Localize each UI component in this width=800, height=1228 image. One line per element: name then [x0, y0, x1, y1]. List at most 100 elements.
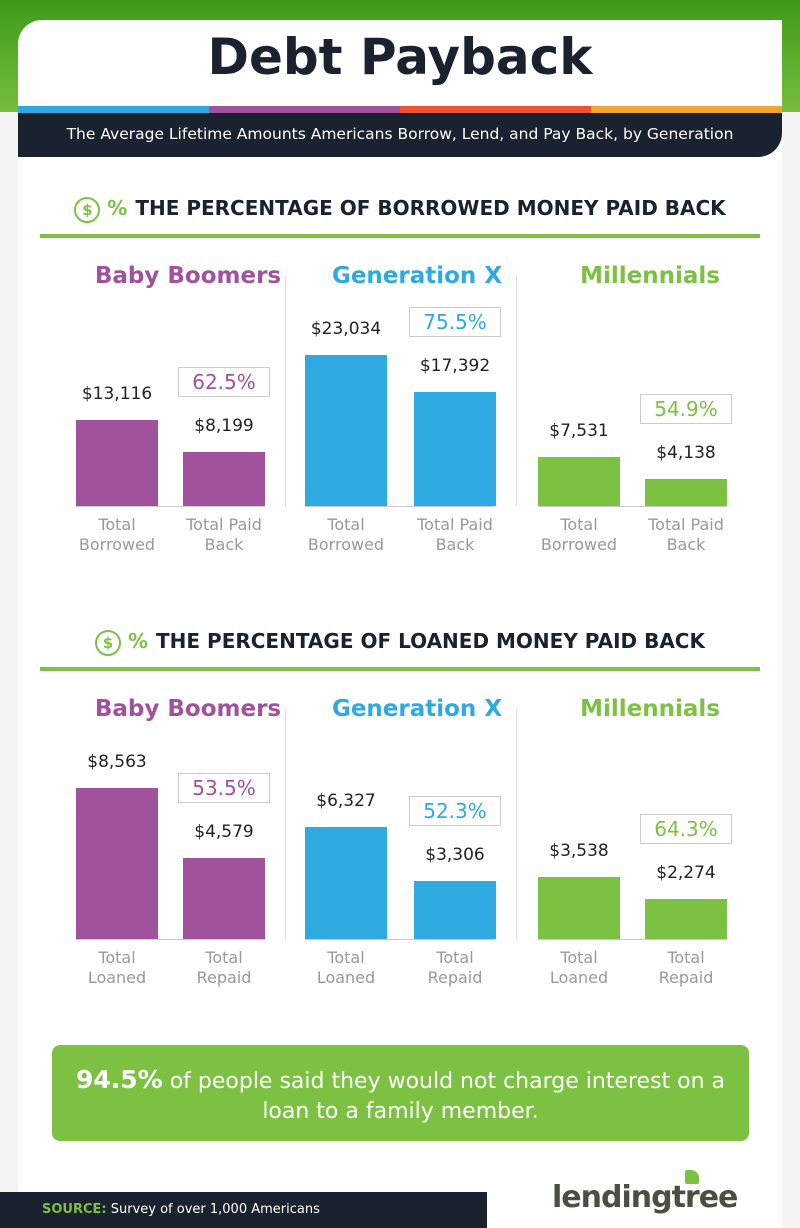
baseline [305, 939, 494, 940]
category-label-line: Total Paid [186, 515, 262, 534]
bar-value-label: $4,138 [656, 442, 716, 463]
bar-value-label: $23,034 [310, 319, 382, 339]
group-name: Generation X [331, 696, 503, 722]
color-stripe [591, 106, 782, 113]
bar-value-label: $8,199 [194, 416, 254, 437]
group-divider [285, 276, 286, 506]
percent-badge: 52.3% [409, 795, 501, 826]
category-label: Total Paid Back [626, 515, 746, 555]
bar-value-label: $6,327 [316, 791, 376, 812]
color-stripe [18, 106, 209, 113]
bar [183, 858, 265, 939]
logo-leaf-icon [685, 1170, 699, 1184]
category-label: Total Borrowed [286, 515, 406, 555]
source-label: SOURCE: [42, 1202, 107, 1217]
category-label: Total Repaid [164, 948, 284, 988]
percent-badge: 53.5% [178, 773, 270, 804]
category-label-line: Total [98, 515, 136, 534]
bar [305, 827, 387, 939]
group-divider [285, 709, 286, 939]
category-label-line: Total [560, 515, 598, 534]
bar [76, 788, 158, 939]
callout-stat: 94.5% [75, 1065, 163, 1094]
callout-box: 94.5% of people said they would not char… [52, 1045, 749, 1141]
category-label: Total Loaned [57, 948, 177, 988]
percent-badge: 75.5% [409, 306, 501, 337]
bar [538, 456, 620, 506]
group-divider [516, 276, 517, 506]
category-label: Total Loaned [286, 948, 406, 988]
bar [183, 452, 265, 506]
section-rule [40, 667, 760, 671]
bar-value-label: $2,274 [656, 862, 716, 883]
group-name: Generation X [331, 263, 503, 289]
section-heading: $ % THE PERCENTAGE OF BORROWED MONEY PAID… [40, 196, 760, 223]
group-name: Millennials [580, 263, 720, 289]
source-bar: SOURCE: Survey of over 1,000 Americans [0, 1192, 487, 1228]
category-label-line: Back [435, 535, 475, 554]
content-card [18, 20, 782, 1228]
color-stripes [18, 106, 782, 113]
bar-value-label: $3,538 [549, 840, 609, 861]
category-label: Total Loaned [519, 948, 639, 988]
section-title: THE PERCENTAGE OF LOANED MONEY PAID BACK [156, 629, 705, 653]
category-label-line: Back [204, 535, 244, 554]
percent-badge: 54.9% [640, 393, 732, 424]
baseline [538, 939, 727, 940]
bar-value-label: $8,563 [87, 752, 147, 772]
category-label-line: Total Paid [417, 515, 493, 534]
percent-icon: % [100, 196, 128, 220]
category-label-line: Total [667, 948, 705, 967]
section-heading: $ % THE PERCENTAGE OF LOANED MONEY PAID B… [40, 629, 760, 656]
lendingtree-logo: lendingtree [552, 1180, 738, 1215]
group-divider [516, 709, 517, 939]
group-name: Baby Boomers [94, 263, 282, 289]
percent-badge: 64.3% [640, 813, 732, 844]
category-label: Total Repaid [626, 948, 746, 988]
category-label-line: Total [436, 948, 474, 967]
section-rule [40, 234, 760, 238]
category-label-line: Borrowed [307, 535, 385, 554]
callout-text: of people said they would not charge int… [162, 1069, 726, 1124]
category-label-line: Loaned [87, 968, 147, 987]
bar [76, 420, 158, 506]
group-name: Baby Boomers [94, 696, 282, 722]
bar-value-label: $7,531 [549, 420, 609, 441]
subtitle: The Average Lifetime Amounts Americans B… [18, 113, 782, 157]
page-title: Debt Payback [207, 28, 593, 86]
dollar-percent-icon: $ % [95, 629, 148, 656]
category-label-line: Total Paid [648, 515, 724, 534]
baseline [76, 506, 265, 507]
bar-value-label: $4,579 [194, 822, 254, 843]
bar [414, 391, 496, 506]
dollar-coin-icon: $ [74, 196, 101, 223]
category-label-line: Back [666, 535, 706, 554]
bar [414, 880, 496, 939]
baseline [76, 939, 265, 940]
category-label-line: Total [98, 948, 136, 967]
category-label: Total Repaid [395, 948, 515, 988]
category-label-line: Borrowed [78, 535, 156, 554]
category-label-line: Total [327, 948, 365, 967]
color-stripe [400, 106, 591, 113]
bar [645, 478, 727, 506]
category-label: Total Paid Back [395, 515, 515, 555]
group-name: Millennials [580, 696, 720, 722]
category-label-line: Total [560, 948, 598, 967]
bar-value-label: $3,306 [425, 844, 485, 865]
baseline [305, 506, 494, 507]
section-title: THE PERCENTAGE OF BORROWED MONEY PAID BA… [135, 196, 726, 220]
category-label-line: Repaid [427, 968, 483, 987]
baseline [538, 506, 727, 507]
category-label-line: Repaid [196, 968, 252, 987]
category-label-line: Repaid [658, 968, 714, 987]
dollar-coin-icon: $ [95, 629, 122, 656]
percent-icon: % [121, 629, 149, 653]
category-label: Total Paid Back [164, 515, 284, 555]
category-label: Total Borrowed [57, 515, 177, 555]
category-label-line: Total [327, 515, 365, 534]
category-label: Total Borrowed [519, 515, 639, 555]
bar-value-label: $13,116 [81, 384, 153, 405]
dollar-percent-icon: $ % [74, 196, 127, 223]
category-label-line: Loaned [316, 968, 376, 987]
